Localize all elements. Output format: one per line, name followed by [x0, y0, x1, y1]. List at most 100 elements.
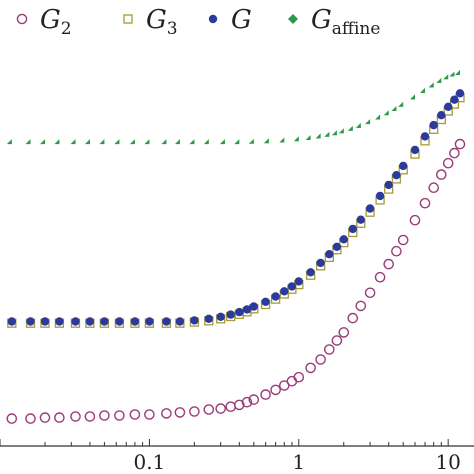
data-point [161, 139, 167, 145]
data-point [263, 138, 269, 144]
data-point [435, 169, 447, 180]
data-point [437, 111, 446, 120]
legend-label: Gaffine [311, 5, 380, 39]
data-point [455, 70, 461, 76]
data-point [315, 133, 321, 139]
legend-item: G3 [123, 5, 178, 39]
data-point [286, 375, 298, 387]
data-point [242, 305, 252, 314]
series-g [7, 89, 465, 326]
data-point [84, 139, 90, 145]
data-point [203, 139, 209, 145]
data-point [324, 131, 330, 137]
x-axis-ticks: 0.1 1 10 [0, 439, 461, 474]
data-point [450, 95, 459, 104]
series-g-affine [6, 70, 461, 145]
data-point [444, 102, 453, 112]
data-point [392, 171, 401, 180]
data-point [338, 128, 344, 134]
legend-label-subscript: 2 [61, 19, 72, 39]
data-point [348, 224, 357, 234]
data-point [338, 327, 350, 338]
data-point [216, 312, 225, 321]
series-g2 [6, 138, 466, 424]
data-point [40, 139, 46, 145]
data-point [374, 271, 386, 283]
data-point [6, 413, 18, 424]
data-point [241, 396, 253, 408]
data-point [420, 87, 426, 93]
data-point [129, 409, 141, 420]
data-point [144, 409, 155, 420]
data-point [419, 197, 431, 209]
data-point [203, 404, 215, 415]
legend-item: G [208, 5, 252, 35]
data-point [391, 106, 397, 112]
data-point [226, 310, 235, 319]
data-point [70, 139, 76, 145]
data-point [279, 137, 285, 143]
data-point [219, 139, 225, 145]
data-point [189, 406, 200, 417]
data-point [383, 110, 389, 116]
data-point [129, 139, 135, 145]
data-point [287, 282, 297, 291]
legend-item: G2 [16, 5, 72, 39]
x-tick-label: 0.1 [133, 450, 165, 474]
data-point [162, 317, 171, 326]
data-point [443, 74, 449, 80]
data-point [383, 258, 395, 270]
data-point [114, 139, 120, 145]
data-point [325, 250, 334, 259]
data-point [174, 407, 186, 418]
data-point [39, 412, 51, 423]
data-point [364, 287, 376, 299]
legend: G2 G3 G Gaffine [16, 5, 380, 39]
series-layer [6, 70, 466, 424]
data-point [410, 145, 420, 155]
data-point [215, 403, 226, 414]
data-point [40, 317, 50, 326]
data-point [225, 401, 236, 413]
data-point [355, 122, 361, 128]
data-point [26, 317, 35, 326]
data-point [449, 71, 455, 77]
legend-label-subscript: affine [332, 19, 381, 39]
data-point [455, 89, 465, 98]
data-point [347, 125, 353, 131]
data-point [233, 399, 245, 411]
series-g3 [7, 93, 465, 328]
x-tick-label: 10 [435, 450, 460, 474]
data-point [315, 354, 326, 365]
legend-marker [208, 14, 218, 24]
data-point [145, 317, 154, 326]
data-point [293, 136, 299, 142]
data-point [365, 204, 375, 213]
data-point [384, 180, 393, 190]
data-point [305, 362, 316, 374]
data-point [365, 119, 371, 125]
data-point [144, 139, 150, 145]
data-point [54, 412, 65, 423]
data-point [436, 77, 442, 83]
data-point [25, 413, 36, 424]
legend-marker [288, 14, 298, 24]
data-point [332, 242, 342, 251]
data-point [261, 297, 270, 306]
data-point [428, 182, 440, 193]
legend-label: G2 [40, 5, 72, 39]
data-point [71, 317, 80, 326]
data-point [375, 114, 381, 120]
data-point [429, 120, 438, 130]
data-point [190, 316, 199, 325]
data-point [347, 312, 359, 324]
legend-marker [16, 13, 28, 25]
data-point [391, 245, 402, 257]
data-point [280, 287, 289, 296]
data-point [420, 132, 430, 141]
data-point [428, 82, 434, 88]
data-point [84, 411, 96, 422]
data-point [115, 317, 124, 326]
data-point [175, 317, 185, 326]
